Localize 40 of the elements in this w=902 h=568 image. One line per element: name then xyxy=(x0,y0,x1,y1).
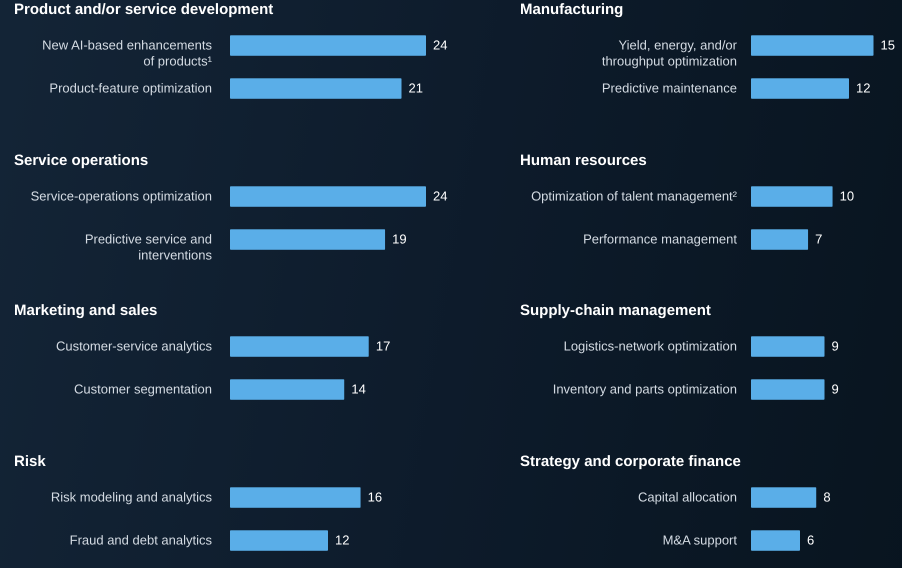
y-tick-label: Service-operations optimization xyxy=(30,188,212,203)
data-label: 17 xyxy=(376,338,390,354)
text: Supply-chain management xyxy=(520,302,711,319)
y-tick-label: New AI-based enhancements of products¹ xyxy=(42,38,213,68)
chart-title: Product and/or service development xyxy=(14,1,274,18)
data-label: 15 xyxy=(880,38,895,52)
y-tick-label: Customer segmentation xyxy=(74,382,212,396)
y-tick-label: Yield, energy, and/or throughput optimization xyxy=(602,38,738,68)
y-tick-label: Capital allocation xyxy=(638,489,737,504)
y-tick-label: Predictive service and interventions xyxy=(84,231,212,262)
y-tick-label: M&A support xyxy=(662,532,738,547)
data-label: 9 xyxy=(832,382,839,396)
text: Risk xyxy=(14,452,46,470)
data-label: 24 xyxy=(433,188,448,203)
text: Marketing and sales xyxy=(14,302,158,319)
text: Human resources xyxy=(520,152,647,168)
data-label: 21 xyxy=(408,80,423,96)
y-tick-label: Inventory and parts optimization xyxy=(552,382,737,396)
data-label: 10 xyxy=(840,188,854,203)
y-tick-label: Predictive maintenance xyxy=(602,80,737,96)
data-label: 12 xyxy=(856,80,870,96)
data-label: 14 xyxy=(351,382,366,396)
data-label: 7 xyxy=(815,231,822,246)
data-label: 6 xyxy=(807,532,814,547)
y-tick-label: Optimization of talent management² xyxy=(531,188,738,203)
data-label: 8 xyxy=(823,489,831,504)
data-label: 12 xyxy=(335,532,350,547)
data-label: 24 xyxy=(433,38,448,52)
y-tick-label: Performance management xyxy=(583,231,738,246)
y-tick-label: Risk modeling and analytics xyxy=(50,489,212,504)
text: Service operations xyxy=(14,152,148,168)
y-tick-label: Logistics-network optimization xyxy=(564,338,737,354)
text: Manufacturing xyxy=(520,1,624,18)
data-label: 16 xyxy=(368,489,382,504)
y-tick-label: Product-feature optimization xyxy=(49,80,212,96)
text: Strategy and corporate finance xyxy=(520,452,741,470)
data-label: 19 xyxy=(392,231,407,246)
y-tick-label: Customer-service analytics xyxy=(56,338,212,354)
data-label: 9 xyxy=(832,338,839,354)
y-tick-label: Fraud and debt analytics xyxy=(70,532,212,547)
